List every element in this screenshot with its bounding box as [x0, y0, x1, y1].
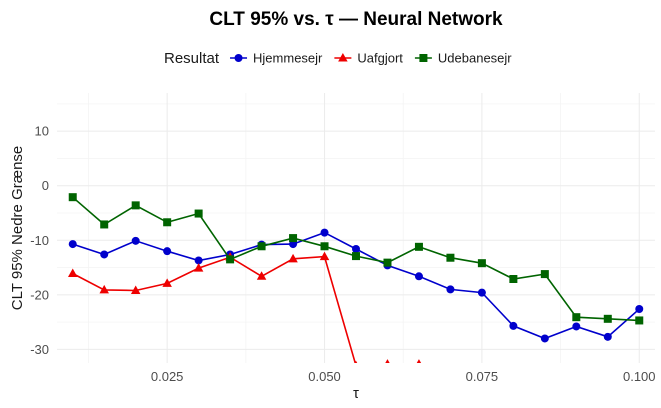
data-point-udebanesejr [509, 275, 518, 283]
data-point-hjemmesejr [477, 288, 486, 297]
data-point-uafgjort [193, 263, 204, 272]
x-tick-label: 0.025 [151, 369, 184, 384]
legend-item-udebanesejr: Udebanesejr [414, 51, 512, 66]
data-point-hjemmesejr [163, 247, 172, 256]
x-tick-label: 0.100 [623, 369, 656, 384]
y-axis-title: CLT 95% Nedre Grænse [9, 146, 26, 311]
data-point-uafgjort [385, 359, 390, 363]
data-point-udebanesejr [414, 242, 423, 251]
data-point-udebanesejr [194, 209, 203, 218]
data-point-udebanesejr [68, 193, 77, 202]
series-line-uafgjort [72, 255, 357, 363]
data-point-uafgjort [354, 360, 358, 363]
y-tick-label: -20 [30, 287, 49, 302]
data-point-udebanesejr [226, 255, 235, 264]
data-point-hjemmesejr [414, 272, 423, 281]
data-point-hjemmesejr [100, 250, 109, 259]
data-point-udebanesejr [289, 234, 298, 243]
data-point-uafgjort [319, 251, 330, 261]
data-point-hjemmesejr [446, 285, 455, 294]
data-point-uafgjort [288, 253, 298, 263]
data-point-hjemmesejr [572, 322, 581, 331]
data-point-uafgjort [130, 285, 141, 294]
legend-label: Uafgjort [357, 51, 403, 66]
data-point-udebanesejr [352, 252, 360, 261]
series-hjemmesejr [68, 228, 644, 343]
data-point-uafgjort [256, 271, 267, 280]
data-point-hjemmesejr [509, 321, 518, 330]
data-point-hjemmesejr [131, 236, 140, 245]
chart-title: CLT 95% vs. τ — Neural Network [209, 9, 503, 30]
data-point-hjemmesejr [320, 228, 329, 237]
legend-key-marker [419, 54, 428, 62]
data-point-hjemmesejr [68, 240, 77, 249]
data-point-udebanesejr [635, 316, 644, 325]
data-point-uafgjort [162, 278, 172, 287]
data-point-udebanesejr [131, 201, 140, 210]
legend-item-hjemmesejr: Hjemmesejr [230, 51, 323, 66]
data-point-hjemmesejr [603, 332, 612, 341]
data-point-uafgjort [416, 359, 422, 363]
plot-grid [57, 93, 655, 363]
data-point-uafgjort [99, 284, 109, 294]
data-point-udebanesejr [163, 218, 172, 227]
y-axis-ticks: -30 -20 -10 0 10 [30, 124, 49, 357]
data-point-hjemmesejr [540, 334, 549, 343]
legend-label: Udebanesejr [438, 51, 512, 66]
data-point-udebanesejr [257, 242, 266, 251]
y-tick-label: 0 [42, 178, 49, 193]
data-point-udebanesejr [572, 313, 581, 322]
x-tick-label: 0.075 [466, 369, 499, 384]
data-point-hjemmesejr [635, 305, 644, 313]
y-tick-label: 10 [35, 124, 49, 139]
legend-title: Resultat [164, 50, 220, 67]
data-point-udebanesejr [477, 259, 486, 268]
data-point-hjemmesejr [352, 245, 360, 253]
legend: Resultat Hjemmesejr Uafgjort Udebanesejr [164, 50, 512, 67]
data-point-udebanesejr [320, 242, 329, 251]
legend-key-marker [338, 53, 348, 62]
y-tick-label: -30 [30, 342, 49, 357]
series-layer [67, 193, 644, 363]
y-tick-label: -10 [30, 233, 49, 248]
x-tick-label: 0.050 [308, 369, 341, 384]
data-point-udebanesejr [446, 253, 455, 262]
legend-key-marker [234, 54, 243, 62]
data-point-udebanesejr [540, 270, 549, 279]
x-axis-title: τ [353, 385, 359, 402]
legend-label: Hjemmesejr [253, 51, 323, 66]
data-point-udebanesejr [383, 258, 392, 267]
data-point-uafgjort [67, 268, 78, 278]
data-point-hjemmesejr [194, 256, 203, 265]
data-point-udebanesejr [603, 314, 612, 323]
data-point-udebanesejr [100, 220, 109, 229]
series-udebanesejr [68, 193, 644, 325]
x-axis-ticks: 0.025 0.050 0.075 0.100 [151, 369, 656, 384]
legend-item-uafgjort: Uafgjort [334, 51, 403, 66]
